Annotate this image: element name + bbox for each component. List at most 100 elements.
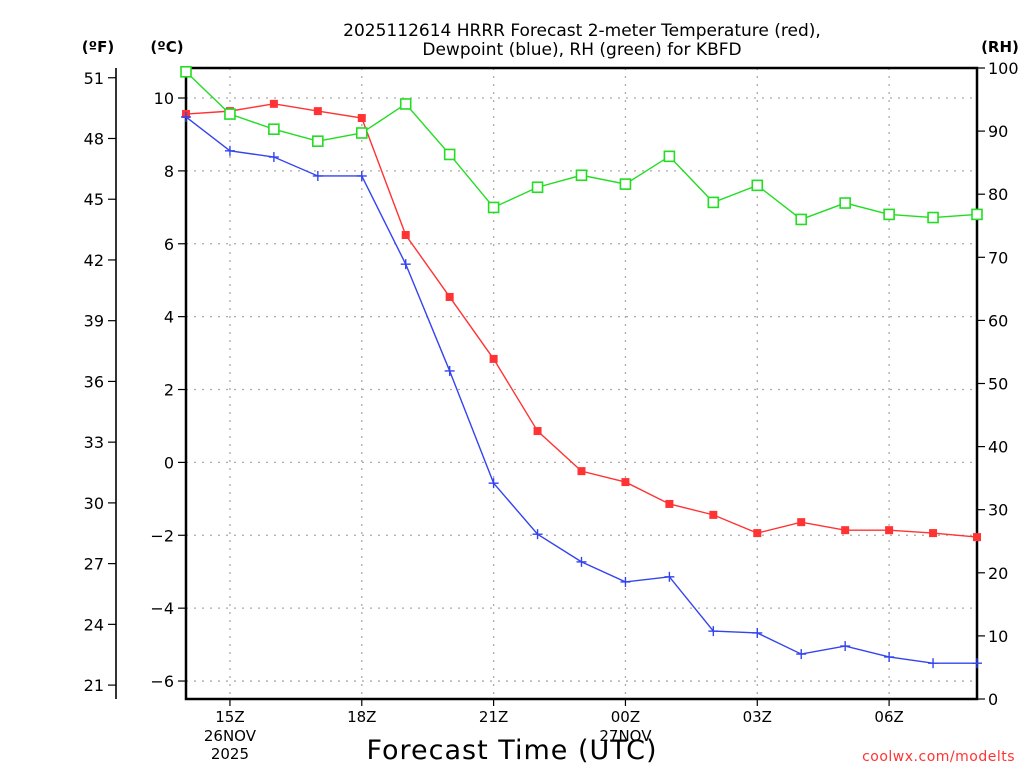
celsius-tick-label: 0	[164, 453, 174, 472]
temperature-point	[973, 533, 981, 542]
x-date-label: 2025	[211, 745, 249, 763]
rh-tick-label: 80	[988, 185, 1008, 204]
temperature-point	[841, 526, 850, 535]
temperature-point	[445, 292, 454, 301]
x-date-label: 26NOV	[204, 727, 257, 745]
dewpoint-point	[664, 571, 675, 582]
rh-unit-label: (RH)	[981, 38, 1019, 56]
rh-line	[185, 71, 978, 221]
series-temperature	[182, 99, 981, 542]
rh-point	[795, 213, 808, 226]
data-series	[180, 65, 983, 669]
dewpoint-point	[928, 658, 939, 669]
temperature-point	[753, 529, 762, 538]
celsius-tick-label: 10	[154, 89, 174, 108]
dewpoint-point	[488, 478, 499, 489]
dewpoint-point	[532, 529, 543, 540]
celsius-tick-label: 2	[164, 381, 174, 400]
celsius-unit-label: (ºC)	[150, 38, 183, 56]
celsius-tick-label: 6	[164, 235, 174, 254]
rh-point	[487, 201, 500, 214]
fahrenheit-tick-label: 45	[84, 190, 104, 209]
fahrenheit-tick-label: 42	[84, 251, 104, 270]
rh-point	[707, 196, 720, 209]
dewpoint-point	[181, 111, 191, 122]
rh-point	[839, 197, 851, 209]
temperature-point	[885, 526, 894, 535]
temperature-point	[401, 231, 410, 240]
fahrenheit-tick-label: 36	[84, 372, 104, 391]
dewpoint-point	[796, 649, 807, 660]
credit-link[interactable]: coolwx.com/modelts	[862, 749, 1015, 765]
chart-title-line1: 2025112614 HRRR Forecast 2-meter Tempera…	[343, 21, 821, 41]
x-tick-label: 00Z	[611, 708, 640, 726]
fahrenheit-tick-label: 51	[84, 69, 104, 88]
temperature-point	[929, 529, 938, 538]
plot-frame	[184, 66, 979, 701]
fahrenheit-tick-label: 24	[84, 615, 104, 634]
fahrenheit-tick-label: 48	[84, 129, 104, 148]
dewpoint-point	[356, 170, 367, 181]
dewpoint-point	[884, 651, 895, 662]
rh-point	[355, 127, 368, 139]
dewpoint-point	[752, 627, 763, 638]
temperature-point	[533, 427, 542, 436]
temperature-point	[797, 518, 806, 527]
fahrenheit-tick-label: 33	[84, 433, 104, 452]
rh-point	[619, 178, 632, 190]
dewpoint-point	[268, 152, 279, 163]
celsius-tick-label: 4	[164, 308, 174, 327]
dewpoint-point	[576, 556, 587, 567]
fahrenheit-tick-label: 30	[84, 494, 104, 513]
rh-point	[312, 135, 324, 147]
temperature-point	[357, 114, 366, 123]
dewpoint-point	[444, 365, 455, 376]
x-tick-label: 18Z	[347, 708, 376, 726]
rh-tick-label: 50	[988, 375, 1008, 394]
dewpoint-point	[224, 145, 235, 156]
rh-point	[663, 150, 676, 163]
temperature-point	[577, 467, 586, 476]
fahrenheit-tick-label: 21	[84, 676, 104, 695]
grid-lines	[186, 68, 977, 699]
x-tick-label: 15Z	[215, 708, 244, 726]
x-date-label: 27NOV	[599, 727, 652, 745]
celsius-tick-label: −2	[150, 526, 174, 545]
x-axis-title: Forecast Time (UTC)	[366, 735, 657, 766]
rh-point	[531, 181, 544, 194]
x-tick-label: 03Z	[743, 708, 772, 726]
series-rh	[180, 65, 983, 226]
dewpoint-point	[708, 626, 719, 637]
rh-tick-label: 90	[988, 122, 1008, 141]
dewpoint-point	[972, 658, 982, 669]
rh-point	[883, 208, 895, 221]
dewpoint-point	[840, 641, 851, 652]
rh-tick-label: 40	[988, 438, 1008, 457]
axes: 1086420−2−4−6514845423936333027242110090…	[84, 59, 1019, 763]
temperature-point	[489, 354, 498, 363]
temperature-point	[665, 499, 674, 508]
rh-point	[443, 148, 456, 161]
temperature-point	[709, 510, 718, 519]
fahrenheit-tick-label: 27	[84, 555, 104, 574]
temperature-point	[269, 99, 278, 108]
x-tick-label: 21Z	[479, 708, 508, 726]
rh-tick-label: 70	[988, 248, 1008, 267]
rh-tick-label: 30	[988, 501, 1008, 520]
rh-point	[224, 108, 236, 120]
rh-tick-label: 60	[988, 311, 1008, 330]
rh-point	[971, 208, 983, 221]
celsius-tick-label: −6	[150, 672, 174, 691]
series-dewpoint	[181, 111, 982, 669]
rh-tick-label: 100	[988, 59, 1019, 78]
dewpoint-point	[400, 259, 411, 270]
rh-point	[268, 123, 280, 136]
chart-title-line2: Dewpoint (blue), RH (green) for KBFD	[422, 40, 741, 60]
rh-point	[399, 98, 412, 110]
celsius-tick-label: −4	[150, 599, 174, 618]
rh-point	[180, 65, 192, 78]
rh-tick-label: 0	[988, 690, 998, 709]
rh-point	[927, 211, 939, 224]
temperature-point	[313, 107, 322, 116]
temperature-point	[621, 478, 630, 487]
